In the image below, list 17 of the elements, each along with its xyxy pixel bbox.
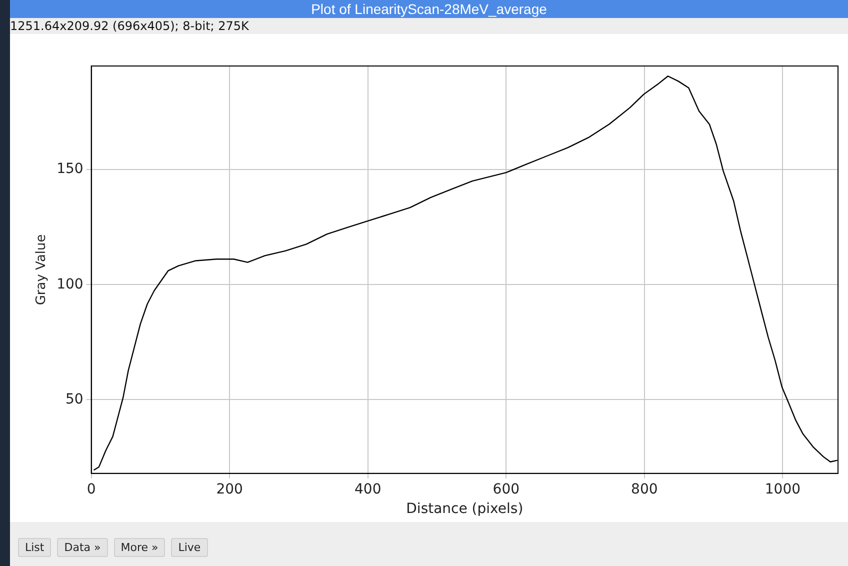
x-tick-label: 600	[492, 481, 520, 498]
text: List	[18, 538, 52, 557]
y-tick-label: 50	[65, 391, 84, 408]
text: Data »	[57, 538, 108, 557]
text: More »	[114, 538, 166, 557]
chart-subtitle: 1251.64x209.92 (696x405); 8-bit; 275K	[10, 18, 848, 34]
x-tick-label: 1000	[764, 481, 801, 498]
chart-title: Plot of LinearityScan-28MeV_average	[10, 0, 848, 18]
x-tick-label: 200	[216, 481, 243, 498]
x-tick-label: 0	[86, 481, 96, 498]
y-tick-label: 100	[56, 276, 84, 292]
x-tick-label: 800	[631, 481, 658, 498]
text: Live	[171, 538, 208, 557]
y-tick-label: 150	[56, 161, 84, 178]
x-axis-title: Distance (pixels)	[406, 501, 524, 518]
x-tick-label: 400	[354, 481, 382, 498]
y-axis-title: Gray Value	[34, 234, 50, 306]
